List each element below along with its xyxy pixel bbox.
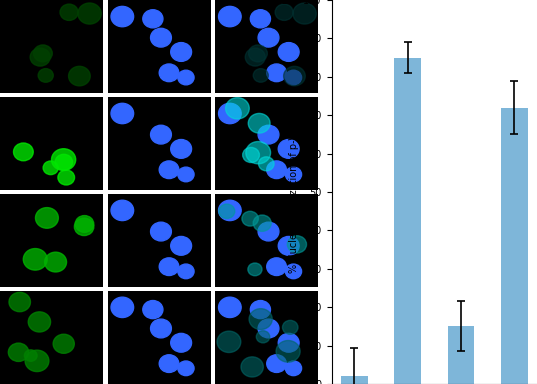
Bar [394,58,421,384]
Circle shape [159,355,179,372]
Circle shape [226,98,249,119]
Circle shape [219,7,241,27]
Circle shape [267,161,286,179]
Text: E: E [280,0,291,7]
Circle shape [285,167,302,182]
Circle shape [258,319,279,338]
Bar [341,376,367,384]
Circle shape [159,161,179,179]
Circle shape [245,48,265,66]
Circle shape [171,333,192,352]
Circle shape [171,139,192,158]
Circle shape [219,204,235,218]
Circle shape [248,263,262,276]
Circle shape [53,334,74,353]
Circle shape [278,333,299,352]
Circle shape [25,350,49,372]
Circle shape [52,149,76,170]
Circle shape [219,103,241,124]
Circle shape [275,4,293,20]
Circle shape [285,361,302,376]
Circle shape [285,264,302,279]
Circle shape [150,28,171,47]
Circle shape [150,319,171,338]
Circle shape [23,248,47,270]
Circle shape [250,301,271,319]
Circle shape [60,4,78,20]
Circle shape [58,170,75,185]
Circle shape [178,361,194,376]
Circle shape [9,292,31,312]
Circle shape [159,258,179,275]
Circle shape [278,237,299,255]
Circle shape [243,147,259,162]
Circle shape [13,143,33,161]
Circle shape [258,157,274,171]
Circle shape [74,218,94,235]
Circle shape [30,48,50,66]
Circle shape [284,66,305,86]
Circle shape [111,297,134,318]
Circle shape [111,7,134,27]
Circle shape [246,142,271,164]
Circle shape [248,113,270,133]
Circle shape [178,167,194,182]
Y-axis label: % Nuclear localization of p-WOX1: % Nuclear localization of p-WOX1 [289,111,299,273]
Circle shape [143,10,163,28]
Circle shape [285,70,302,85]
Circle shape [219,297,241,318]
Circle shape [111,103,134,124]
Circle shape [242,211,258,226]
Circle shape [75,215,94,232]
Circle shape [256,331,270,343]
Circle shape [143,301,163,319]
Bar [501,108,528,384]
Circle shape [282,320,298,334]
Circle shape [150,125,171,144]
Circle shape [69,66,90,86]
Circle shape [219,200,241,220]
Circle shape [35,208,59,228]
Circle shape [38,69,53,82]
Circle shape [258,125,279,144]
Circle shape [276,341,300,362]
Circle shape [171,237,192,255]
Circle shape [178,70,194,85]
Circle shape [33,45,52,62]
Circle shape [267,355,286,372]
Circle shape [249,309,272,329]
Circle shape [287,236,307,253]
Circle shape [24,350,37,361]
Circle shape [253,215,271,231]
Circle shape [267,258,286,275]
Circle shape [171,43,192,61]
Circle shape [150,222,171,241]
Circle shape [258,222,279,241]
Circle shape [55,154,72,170]
Circle shape [278,43,299,61]
Circle shape [9,343,28,361]
Circle shape [250,10,271,28]
Circle shape [249,45,267,62]
Circle shape [217,331,241,353]
Circle shape [278,139,299,158]
Circle shape [267,64,286,82]
Bar [448,326,474,384]
Circle shape [45,252,67,272]
Circle shape [28,312,50,332]
Circle shape [159,64,179,82]
Circle shape [293,3,316,24]
Circle shape [78,3,101,24]
Circle shape [43,161,58,175]
Circle shape [178,264,194,279]
Circle shape [111,200,134,220]
Circle shape [241,357,263,377]
Circle shape [258,28,279,47]
Circle shape [253,69,268,82]
